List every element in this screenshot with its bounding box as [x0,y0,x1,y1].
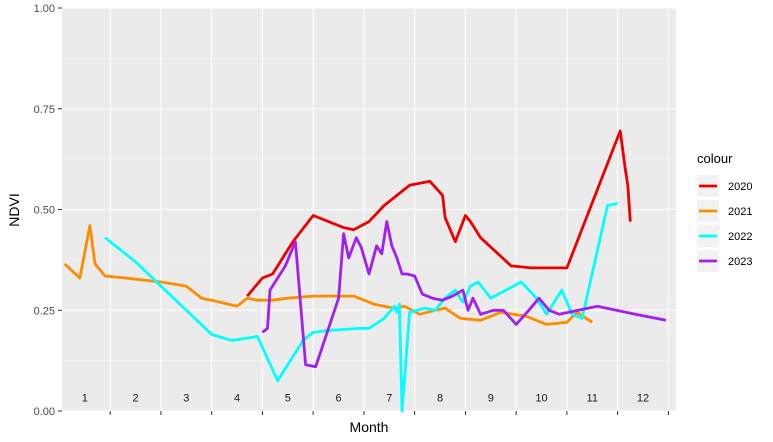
month-label: 3 [183,393,189,405]
x-axis [109,411,669,415]
legend-label-2022: 2022 [728,231,752,243]
series-lines [63,129,667,413]
y-axis-title: NDVI [6,193,22,226]
y-tick-label: 0.25 [34,305,55,317]
legend: colour 2020 2021 2022 2023 [697,151,752,272]
month-label: 7 [386,393,392,405]
major-gridlines [62,7,676,412]
legend-label-2020: 2020 [728,181,752,193]
legend-title: colour [697,151,733,166]
series-line-2021 [63,224,594,326]
month-labels: 1 2 3 4 5 6 7 8 9 10 11 12 [82,393,649,405]
legend-label-2023: 2023 [728,256,752,268]
y-tick-label: 0.75 [34,104,55,116]
series-line-2020 [246,129,632,298]
legend-label-2021: 2021 [728,206,752,218]
month-label: 11 [587,393,598,405]
minor-gridlines [62,58,676,361]
month-label: 1 [82,393,88,405]
y-tick-label: 0.00 [34,406,55,418]
month-label: 6 [335,393,341,405]
y-tick-label: 0.50 [34,205,55,217]
series-line-2023 [261,220,667,369]
y-axis: 0.00 0.25 0.50 0.75 1.00 [34,3,62,418]
month-label: 9 [488,393,494,405]
legend-items: 2020 2021 2022 2023 [697,175,752,272]
month-label: 8 [437,393,443,405]
month-label: 4 [234,393,240,405]
x-axis-title: Month [350,419,389,435]
month-label: 10 [535,393,547,405]
y-tick-label: 1.00 [34,3,55,15]
month-label: 2 [133,393,139,405]
month-label: 12 [637,393,649,405]
series-line-2022 [104,202,618,413]
month-label: 5 [285,393,291,405]
